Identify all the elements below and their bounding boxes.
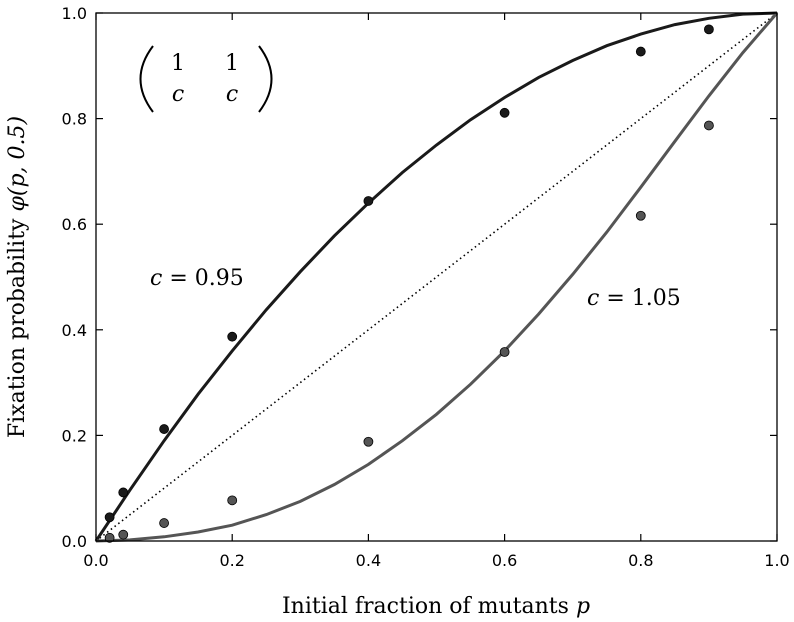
x-tick-label: 1.0 [764,551,789,570]
matrix-cell-1-2: 1 [225,51,239,76]
matrix-cell-1-1: 1 [171,51,185,76]
series-0-point [159,424,170,434]
x-tick-label: 0.2 [219,551,244,570]
series-1-point [499,347,510,357]
plot-frame [95,12,778,542]
series-0-point [227,331,238,342]
x-tick-label: 0.4 [356,551,381,570]
x-tick-label: 0.8 [628,551,653,570]
series-1-point [118,529,129,540]
series-label-c095-value: 0.95 [195,266,244,291]
series-0-point [118,487,129,498]
y-tick-label: 0.6 [62,215,87,234]
x-axis-label: Initial fraction of mutants p [282,594,590,619]
y-axis-label-text: Fixation probability [5,218,30,438]
series-label-c095: c = 0.95 [150,266,244,291]
series-1-point [227,495,238,506]
x-axis-label-text: Initial fraction of mutants [282,594,569,619]
payoff-matrix: 1 1 c c [139,45,273,113]
series-0-point [704,24,714,35]
points-layer [104,24,714,543]
series-0-curve [94,11,778,542]
x-axis-label-var: p [576,594,590,619]
series-0-point [499,107,510,118]
series-1-point [635,210,646,221]
ticks-layer: 0.0 0.2 0.4 0.6 0.8 1.0 0.0 0.2 0.4 0.6 0.8 1.0 [62,4,790,570]
y-tick-label: 0.0 [62,532,87,551]
y-axis-label-func: φ(p, 0.5) [5,116,30,212]
series-label-c105-value: 1.05 [632,286,681,311]
series-0-point [635,46,646,57]
y-tick-label: 1.0 [62,4,87,23]
series-1-curve [95,12,779,543]
series-0-point [104,512,115,523]
series-1-point [159,518,170,528]
matrix-cell-2-2: c [226,82,238,107]
series-0-point [363,196,374,206]
curves-layer [94,11,779,543]
matrix-right-paren [258,45,273,113]
x-tick-label: 0.6 [492,551,517,570]
matrix-left-paren [139,45,154,113]
x-tick-label: 0.0 [83,551,108,570]
y-tick-label: 0.2 [62,426,87,445]
series-1-point [104,532,115,543]
y-tick-label: 0.4 [62,321,87,340]
series-1-point [704,120,714,131]
y-axis-label: Fixation probability φ(p, 0.5) [5,116,30,438]
series-1-point [363,436,374,447]
matrix-cell-2-1: c [172,82,184,107]
series-label-c105: c = 1.05 [587,286,681,311]
y-tick-label: 0.8 [62,110,87,129]
